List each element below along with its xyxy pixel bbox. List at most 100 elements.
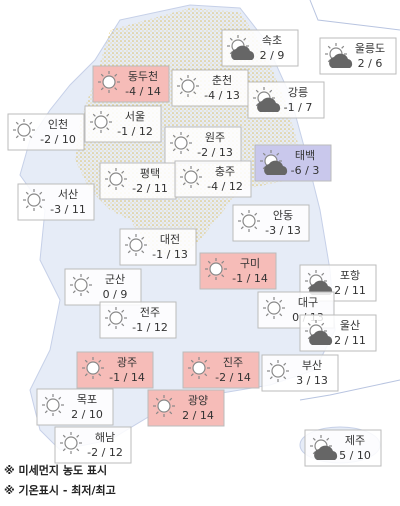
city-name: 속초 [262, 34, 282, 47]
city-temp: -1 / 7 [284, 101, 313, 114]
city-name: 서울 [125, 110, 145, 123]
city-name: 구미 [240, 257, 260, 270]
temp-legend: ※ 기온표시 - 최저/최고 [4, 483, 116, 497]
sun-ray [276, 152, 280, 156]
sun-ray [307, 272, 311, 276]
sun-ray [182, 182, 186, 186]
city: 평택 -2 / 11 [99, 162, 177, 200]
city-name: 평택 [140, 167, 160, 180]
sun-ray [15, 135, 19, 139]
cloud [309, 280, 333, 295]
city: 진주 -2 / 14 [182, 351, 260, 389]
sun-ray [155, 411, 159, 415]
sun-ray [25, 205, 29, 209]
city-name: 태백 [295, 149, 315, 162]
city-name: 광양 [188, 394, 208, 407]
sun-ray [265, 313, 269, 317]
sun-ray [76, 448, 80, 452]
sun-ray [39, 191, 43, 195]
city: 동두천 -4 / 14 [92, 65, 170, 103]
sun-ray [72, 276, 76, 280]
sun-ray [39, 205, 43, 209]
city: 포항 2 / 11 [299, 264, 377, 302]
city-name: 부산 [302, 359, 322, 372]
city-temp: 2 / 11 [334, 334, 366, 347]
sun-ray [254, 226, 258, 230]
sun-ray [107, 309, 111, 313]
city: 충주 -4 / 12 [174, 160, 252, 198]
sun-ray [121, 184, 125, 188]
cloud [329, 53, 353, 68]
sun-ray [179, 77, 183, 81]
city-box [36, 388, 114, 426]
sun [27, 193, 41, 207]
sun-ray [196, 168, 200, 172]
sun-ray [84, 373, 88, 377]
sun-ray [186, 134, 190, 138]
sun-ray [269, 376, 273, 380]
sun [102, 75, 116, 89]
sun-ray [169, 397, 173, 401]
sun-ray [98, 359, 102, 363]
sun-ray [240, 212, 244, 216]
sun-ray [127, 250, 131, 254]
city: 제주 5 / 10 [304, 429, 382, 467]
sun [174, 136, 188, 150]
sun [242, 214, 256, 228]
city-name: 울산 [340, 319, 360, 332]
sun-ray [84, 359, 88, 363]
city-temp: -2 / 10 [40, 133, 76, 146]
city-temp: -2 / 14 [215, 371, 251, 384]
city: 전주 -1 / 12 [99, 301, 177, 339]
city: 광주 -1 / 14 [76, 351, 154, 389]
city-temp: 2 / 11 [334, 284, 366, 297]
sun-ray [62, 448, 66, 452]
sun-ray [326, 437, 330, 441]
city-temp: -4 / 14 [125, 85, 161, 98]
city-name: 안동 [273, 209, 293, 222]
sun-ray [141, 236, 145, 240]
city: 대전 -1 / 13 [119, 228, 197, 266]
city-name: 군산 [105, 273, 125, 286]
sun-ray [207, 274, 211, 278]
city-temp: 2 / 14 [182, 409, 214, 422]
sun-ray [76, 434, 80, 438]
city-temp: -1 / 12 [132, 321, 168, 334]
sun [209, 262, 223, 276]
sun-ray [114, 73, 118, 77]
city: 속초 2 / 9 [221, 29, 299, 67]
sun [94, 115, 108, 129]
sun [109, 172, 123, 186]
city-name: 동두천 [128, 69, 158, 83]
sun-ray [92, 127, 96, 131]
city-name: 서산 [58, 188, 78, 201]
sun-ray [127, 236, 131, 240]
city-temp: -1 / 14 [109, 371, 145, 384]
sun [64, 436, 78, 450]
sun-ray [114, 87, 118, 91]
city-temp: -1 / 14 [232, 272, 268, 285]
sun-ray [312, 437, 316, 441]
city: 원주 -2 / 13 [164, 126, 242, 164]
sun-ray [269, 362, 273, 366]
city-name: 포항 [340, 269, 360, 282]
sun-ray [283, 362, 287, 366]
city-temp: 2 / 9 [260, 49, 285, 62]
city: 울릉도 2 / 6 [319, 37, 397, 75]
city-name: 해남 [95, 430, 115, 444]
sun-ray [172, 134, 176, 138]
city-temp: 0 / 9 [103, 288, 128, 301]
sun [17, 123, 31, 137]
sun-ray [341, 45, 345, 49]
sun-ray [179, 91, 183, 95]
sun [109, 311, 123, 325]
sun-ray [155, 397, 159, 401]
city: 서울 -1 / 12 [84, 105, 162, 143]
city-name: 대구 [298, 296, 318, 309]
city: 안동 -3 / 13 [232, 204, 310, 242]
city-name: 광주 [117, 356, 137, 369]
city-temp: 2 / 10 [71, 408, 103, 421]
sun-ray [221, 274, 225, 278]
city-temp: -3 / 13 [265, 224, 301, 237]
